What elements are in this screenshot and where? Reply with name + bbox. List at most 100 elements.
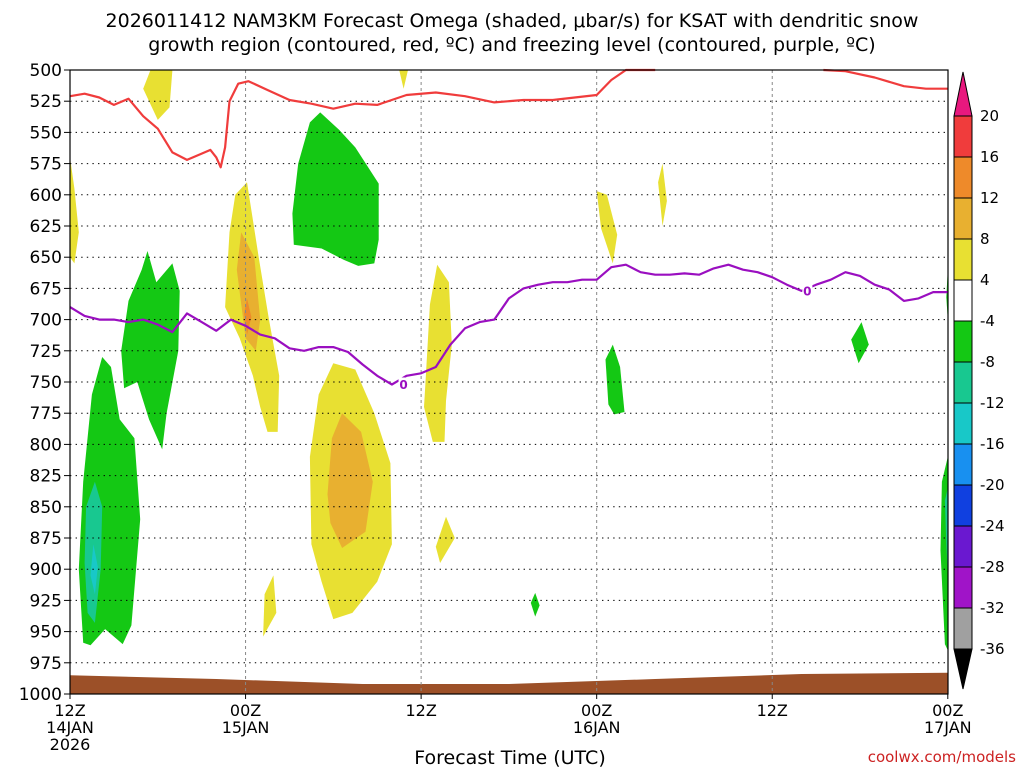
colorbar-box-3 bbox=[953, 197, 973, 240]
freezing-level-contour: 00 bbox=[69, 263, 948, 392]
omega-region-21 bbox=[236, 232, 261, 351]
omega-region-18 bbox=[70, 157, 79, 264]
colorbar-label-10: -24 bbox=[980, 517, 1005, 535]
xtick-label-24-1: 12Z bbox=[405, 701, 436, 720]
freezing-level-label-0: 0 bbox=[399, 378, 407, 392]
ytick-label-650: 650 bbox=[30, 248, 62, 268]
xtick-label-0-2: 14JAN bbox=[46, 718, 94, 737]
ytick-label-925: 925 bbox=[30, 591, 62, 611]
omega-shading bbox=[70, 70, 948, 651]
xtick-label-60-2: 17JAN bbox=[924, 718, 972, 737]
colorbar-box-1 bbox=[953, 115, 973, 158]
ytick-label-1000: 1000 bbox=[19, 685, 62, 705]
colorbar-label-13: -36 bbox=[980, 640, 1005, 658]
ytick-label-900: 900 bbox=[30, 560, 62, 580]
freezing-label-bg-0 bbox=[398, 377, 409, 391]
xtick-label-60-1: 00Z bbox=[932, 701, 963, 720]
dgz-contour-0 bbox=[69, 68, 656, 169]
colorbar-label-2: 12 bbox=[980, 189, 999, 207]
gridlines bbox=[70, 70, 948, 694]
colorbar-label-1: 16 bbox=[980, 148, 999, 166]
colorbar-box-6 bbox=[953, 320, 973, 363]
omega-region-14 bbox=[424, 264, 452, 442]
colorbar-label-0: 20 bbox=[980, 107, 999, 125]
y-axis-ticks: 500 525 550 575 600 625 650 675 700 725 750 775 800 8… bbox=[19, 61, 70, 705]
colorbar-box-5 bbox=[953, 279, 973, 322]
surface-layer bbox=[70, 672, 948, 694]
x-axis-label: Forecast Time (UTC) bbox=[414, 747, 605, 768]
colorbar: 20 16 12 8 4 -4 -8 -12 -16 -20 -24 -28 -32 -36 bbox=[953, 71, 1005, 690]
xtick-label-0-1: 12Z bbox=[54, 701, 85, 720]
omega-region-1 bbox=[121, 251, 180, 450]
ytick-label-600: 600 bbox=[30, 186, 62, 206]
omega-region-20 bbox=[658, 163, 667, 226]
surface-fill bbox=[70, 672, 948, 694]
omega-region-9 bbox=[944, 488, 948, 576]
ytick-label-700: 700 bbox=[30, 311, 62, 331]
omega-region-17 bbox=[399, 70, 408, 89]
dgz-contours bbox=[69, 68, 948, 169]
ytick-label-550: 550 bbox=[30, 123, 62, 143]
colorbar-box-4 bbox=[953, 238, 973, 281]
omega-region-22 bbox=[327, 413, 373, 548]
omega-region-3 bbox=[605, 344, 625, 415]
colorbar-box-11 bbox=[953, 525, 973, 568]
omega-region-4 bbox=[851, 322, 869, 364]
omega-region-15 bbox=[435, 516, 455, 563]
dgz-contour-1 bbox=[823, 68, 948, 90]
colorbar-label-12: -32 bbox=[980, 599, 1005, 617]
colorbar-box-2 bbox=[953, 156, 973, 199]
ytick-label-525: 525 bbox=[30, 92, 62, 112]
colorbar-label-5: -4 bbox=[980, 312, 995, 330]
colorbar-label-4: 4 bbox=[980, 271, 990, 289]
freezing-label-bg-1 bbox=[802, 283, 813, 297]
ytick-label-875: 875 bbox=[30, 529, 62, 549]
plot-background bbox=[70, 70, 948, 694]
omega-region-16 bbox=[143, 70, 173, 120]
ytick-label-675: 675 bbox=[30, 279, 62, 299]
xtick-label-36-2: 16JAN bbox=[573, 718, 621, 737]
xtick-label-0-3: 2026 bbox=[50, 735, 91, 754]
colorbar-label-9: -20 bbox=[980, 476, 1005, 494]
ytick-label-725: 725 bbox=[30, 342, 62, 362]
ytick-label-825: 825 bbox=[30, 467, 62, 487]
ytick-label-500: 500 bbox=[30, 61, 62, 81]
ytick-label-575: 575 bbox=[30, 155, 62, 175]
colorbar-box-13 bbox=[953, 607, 973, 650]
credit-text: coolwx.com/models bbox=[868, 748, 1016, 766]
omega-region-13 bbox=[263, 575, 277, 637]
omega-region-2 bbox=[292, 112, 379, 266]
chart-title-line-2: growth region (contoured, red, ºC) and f… bbox=[148, 34, 875, 56]
xtick-label-12-2: 15JAN bbox=[222, 718, 270, 737]
xtick-label-12-1: 00Z bbox=[230, 701, 261, 720]
colorbar-box-7 bbox=[953, 361, 973, 404]
freezing-level-line bbox=[69, 263, 948, 386]
colorbar-label-3: 8 bbox=[980, 230, 990, 248]
colorbar-label-7: -12 bbox=[980, 394, 1005, 412]
omega-region-7 bbox=[530, 592, 540, 617]
omega-region-19 bbox=[596, 191, 618, 264]
xtick-label-48-1: 12Z bbox=[757, 701, 788, 720]
ytick-label-850: 850 bbox=[30, 498, 62, 518]
colorbar-bottom-triangle bbox=[953, 648, 973, 690]
omega-region-10 bbox=[90, 544, 98, 595]
colorbar-box-9 bbox=[953, 443, 973, 486]
ytick-label-625: 625 bbox=[30, 217, 62, 237]
colorbar-box-8 bbox=[953, 402, 973, 445]
xtick-label-36-1: 00Z bbox=[581, 701, 612, 720]
plot-area: 00 bbox=[69, 68, 949, 695]
colorbar-box-12 bbox=[953, 566, 973, 609]
ytick-label-775: 775 bbox=[30, 404, 62, 424]
ytick-label-800: 800 bbox=[30, 435, 62, 455]
colorbar-label-11: -28 bbox=[980, 558, 1005, 576]
ytick-label-750: 750 bbox=[30, 373, 62, 393]
ytick-label-975: 975 bbox=[30, 654, 62, 674]
freezing-level-label-1: 0 bbox=[803, 284, 811, 298]
chart-title-line-1: 2026011412 NAM3KM Forecast Omega (shaded… bbox=[106, 10, 919, 32]
colorbar-box-10 bbox=[953, 484, 973, 527]
colorbar-label-8: -16 bbox=[980, 435, 1005, 453]
colorbar-label-6: -8 bbox=[980, 353, 995, 371]
ytick-label-950: 950 bbox=[30, 623, 62, 643]
